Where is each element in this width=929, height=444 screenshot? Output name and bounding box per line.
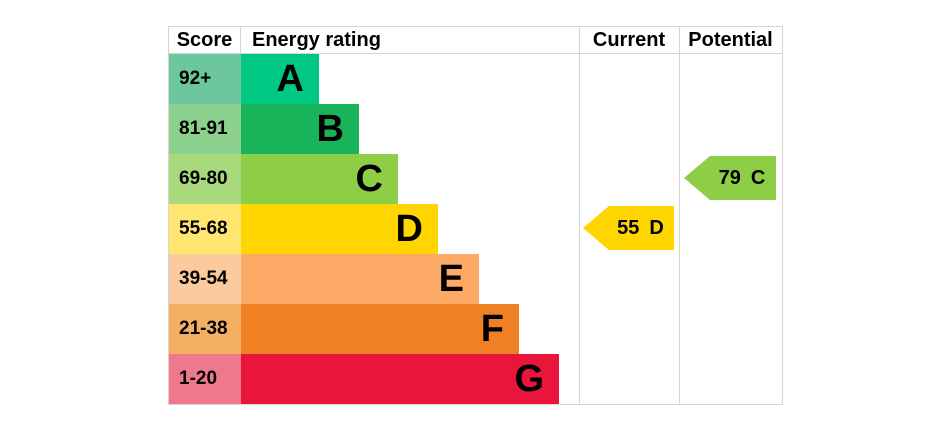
band-score-range: 81-91 <box>169 104 241 154</box>
band-letter: F <box>480 308 504 350</box>
band-letter: A <box>276 58 304 100</box>
score-column-divider <box>240 27 241 53</box>
band-row: 39-54 E <box>169 254 579 304</box>
potential-score-value: 79 <box>718 166 741 189</box>
band-score-range: 55-68 <box>169 204 241 254</box>
band-row: 21-38 F <box>169 304 579 354</box>
potential-header: Potential <box>688 29 773 51</box>
band-score-range: 21-38 <box>169 304 241 354</box>
band-bar: E <box>241 254 479 304</box>
band-row: 92+ A <box>169 54 579 104</box>
current-column-divider <box>579 27 580 404</box>
current-header: Current <box>592 29 666 51</box>
band-row: 81-91 B <box>169 104 579 154</box>
score-header: Score <box>176 29 233 51</box>
band-letter: D <box>395 208 423 250</box>
band-bar: B <box>241 104 359 154</box>
band-letter: G <box>514 358 544 400</box>
band-score-range: 92+ <box>169 54 241 104</box>
epc-chart: Score Energy rating Current Potential 92… <box>168 26 783 405</box>
band-letter: C <box>355 158 383 200</box>
band-bar: D <box>241 204 438 254</box>
band-score-range: 1-20 <box>169 354 241 404</box>
band-score-range: 69-80 <box>169 154 241 204</box>
band-bar: C <box>241 154 398 204</box>
band-bar: A <box>241 54 319 104</box>
band-score-range: 39-54 <box>169 254 241 304</box>
rating-bands: 92+ A 81-91 B 69-80 C 55-68 D 39-54 E 21… <box>169 54 579 404</box>
band-bar: G <box>241 354 559 404</box>
energy-rating-header: Energy rating <box>252 29 381 51</box>
band-row: 55-68 D <box>169 204 579 254</box>
band-letter: B <box>316 108 344 150</box>
header-divider <box>169 53 782 54</box>
band-bar: F <box>241 304 519 354</box>
potential-column-divider <box>679 27 680 404</box>
band-row: 1-20 G <box>169 354 579 404</box>
band-letter: E <box>438 258 464 300</box>
current-rating-arrow: 55 D <box>583 206 674 250</box>
potential-rating-letter: C <box>750 166 766 189</box>
current-score-value: 55 <box>617 216 640 239</box>
band-row: 69-80 C <box>169 154 579 204</box>
current-rating-letter: D <box>649 216 664 239</box>
potential-rating-arrow: 79 C <box>684 156 776 200</box>
